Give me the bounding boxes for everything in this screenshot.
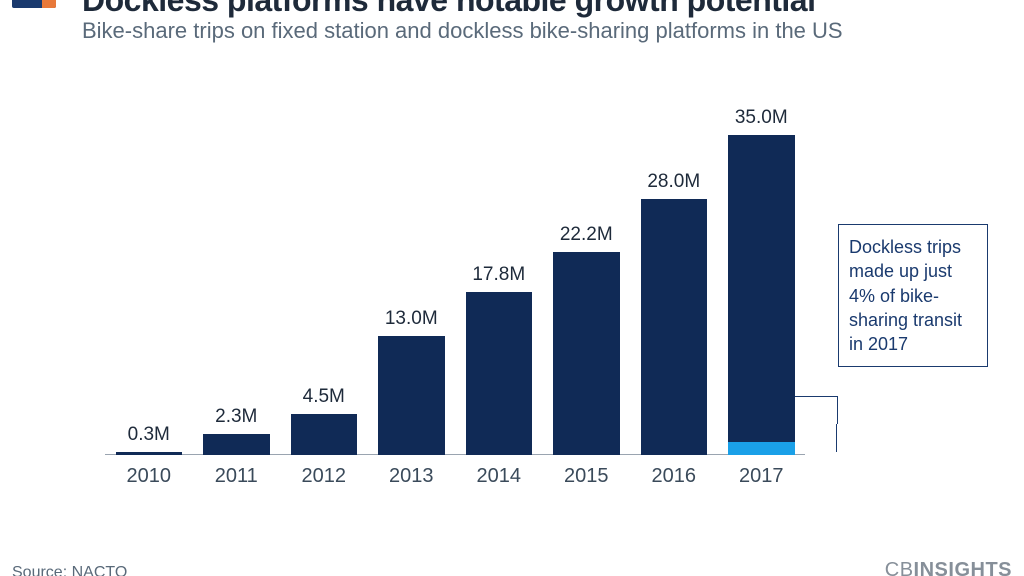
category-label: 2015 (543, 465, 631, 488)
bar-segment-fixed-station (203, 434, 270, 455)
bar-value-label: 13.0M (378, 308, 445, 336)
category-label: 2012 (280, 465, 368, 488)
bar-value-label: 2.3M (203, 406, 270, 434)
chart-title: Dockless platforms have notable growth p… (82, 0, 815, 19)
bar-slot: 13.0M2013 (368, 95, 456, 455)
bar-slot: 17.8M2014 (455, 95, 543, 455)
bar-slot: 0.3M2010 (105, 95, 193, 455)
source-prefix: Source: (12, 564, 72, 576)
bar-stack: 0.3M (116, 452, 183, 455)
bar-value-label: 22.2M (553, 224, 620, 252)
source-label: Source: NACTO (12, 564, 127, 576)
callout-leader (836, 424, 837, 452)
bar-segment-fixed-station (116, 452, 183, 455)
bar-stack: 35.0M (728, 135, 795, 455)
category-label: 2013 (368, 465, 456, 488)
bar-slot: 28.0M2016 (630, 95, 718, 455)
callout-leader (795, 396, 838, 397)
bar-value-label: 4.5M (291, 386, 358, 414)
bar-slot: 2.3M2011 (193, 95, 281, 455)
category-label: 2016 (630, 465, 718, 488)
chart-subtitle: Bike-share trips on fixed station and do… (82, 18, 843, 44)
bar-segment-fixed-station (378, 336, 445, 455)
bar-value-label: 35.0M (728, 107, 795, 135)
bar-segment-dockless (728, 442, 795, 455)
brand-bold: INSIGHTS (914, 559, 1012, 576)
bar-value-label: 17.8M (466, 264, 533, 292)
source-name: NACTO (72, 564, 128, 576)
bar-stack: 17.8M (466, 292, 533, 455)
chart-card: Dockless platforms have notable growth p… (0, 0, 1024, 576)
bar-segment-fixed-station (728, 135, 795, 442)
bar-stack: 28.0M (641, 199, 708, 455)
category-label: 2014 (455, 465, 543, 488)
brand-logo: CBINSIGHTS (885, 559, 1012, 576)
bar-value-label: 28.0M (641, 171, 708, 199)
bar-segment-fixed-station (641, 199, 708, 455)
bar-stack: 2.3M (203, 434, 270, 455)
category-label: 2010 (105, 465, 193, 488)
bar-slot: 4.5M2012 (280, 95, 368, 455)
category-label: 2011 (193, 465, 281, 488)
bars-container: 0.3M20102.3M20114.5M201213.0M201317.8M20… (105, 95, 805, 455)
bar-stack: 4.5M (291, 414, 358, 455)
category-label: 2017 (718, 465, 806, 488)
bar-stack: 22.2M (553, 252, 620, 455)
callout-leader (837, 396, 838, 424)
bar-value-label: 0.3M (116, 424, 183, 452)
logo-icon (12, 0, 56, 8)
bar-segment-fixed-station (291, 414, 358, 455)
bar-slot: 22.2M2015 (543, 95, 631, 455)
bar-segment-fixed-station (553, 252, 620, 455)
brand-light: CB (885, 559, 914, 576)
bar-slot: 35.0M2017 (718, 95, 806, 455)
bar-chart: 0.3M20102.3M20114.5M201213.0M201317.8M20… (105, 95, 805, 485)
callout-box: Dockless trips made up just 4% of bike-s… (838, 224, 988, 367)
bar-segment-fixed-station (466, 292, 533, 455)
bar-stack: 13.0M (378, 336, 445, 455)
